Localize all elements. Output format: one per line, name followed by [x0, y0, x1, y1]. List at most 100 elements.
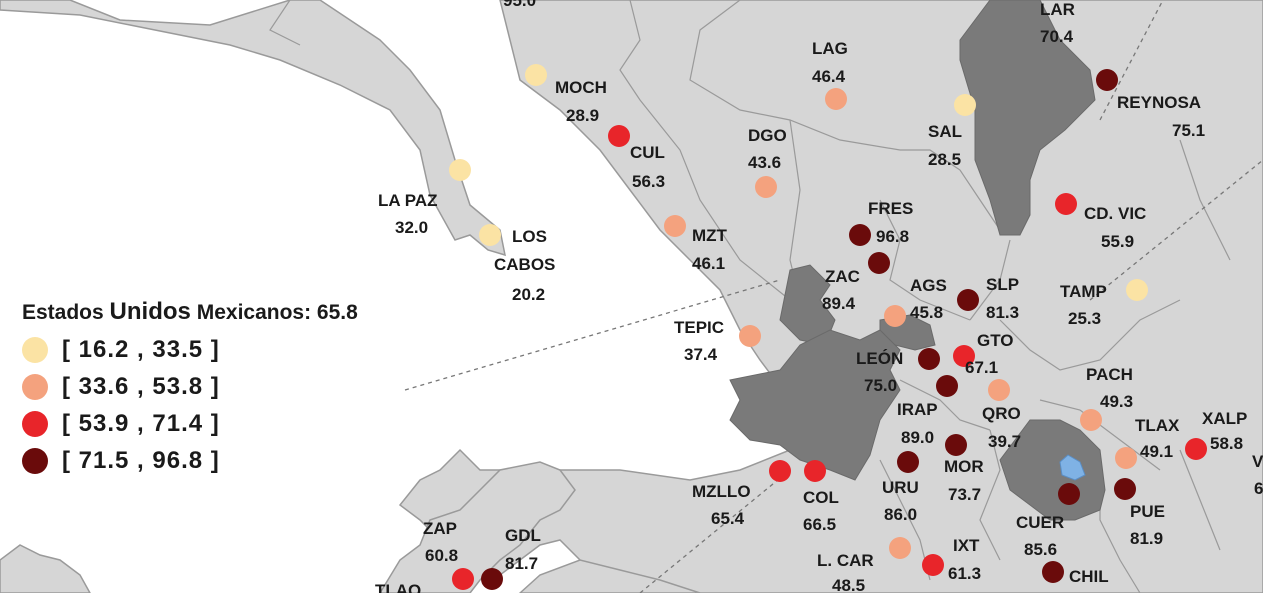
- city-name-la-paz: LA PAZ: [378, 191, 438, 210]
- legend-label: [ 53.9 , 71.4 ]: [62, 410, 220, 437]
- city-value-reynosa: 75.1: [1172, 121, 1205, 140]
- city-value-pue: 81.9: [1130, 529, 1163, 548]
- city-value-ixt: 61.3: [948, 564, 981, 583]
- city-name-l-car: L. CAR: [817, 551, 874, 570]
- city-value-pach: 49.3: [1100, 392, 1133, 411]
- city-name-ixt: IXT: [953, 536, 980, 555]
- legend-swatch-low: [22, 337, 48, 363]
- city-marker-los-cabos: [479, 224, 501, 246]
- city-marker-reynosa: [1096, 69, 1118, 91]
- city-marker-sal: [954, 94, 976, 116]
- city-name-qro: QRO: [982, 404, 1021, 423]
- city-marker-cul: [608, 125, 630, 147]
- city-name-lar: LAR: [1040, 0, 1075, 19]
- city-name-tamp: TAMP: [1060, 282, 1107, 301]
- city-marker-xalp: [1185, 438, 1207, 460]
- legend-item: [ 71.5 , 96.8 ]: [22, 445, 220, 477]
- city-value-slp: 81.3: [986, 303, 1019, 322]
- city-marker-gto: [953, 345, 975, 367]
- city-name-le-n: LEÓN: [856, 349, 903, 368]
- city-value-cd-vic: 55.9: [1101, 232, 1134, 251]
- city-value-lar: 70.4: [1040, 27, 1074, 46]
- city-marker-cd-vic: [1055, 193, 1077, 215]
- legend-title-prefix: Estados: [22, 301, 104, 324]
- jalisco-region: [729, 329, 901, 481]
- city-name-mzllo: MZLLO: [692, 482, 751, 501]
- city-name-gdl: GDL: [505, 526, 541, 545]
- city-marker-uru: [897, 451, 919, 473]
- city-value-tamp: 25.3: [1068, 309, 1101, 328]
- legend-label: [ 33.6 , 53.8 ]: [62, 373, 220, 400]
- city-value-moch: 28.9: [566, 106, 599, 125]
- city-marker-l-car: [889, 537, 911, 559]
- city-value-le-n: 75.0: [864, 376, 897, 395]
- city-marker-moch: [525, 64, 547, 86]
- city-name-cul: CUL: [630, 143, 665, 162]
- city-value-irap: 89.0: [901, 428, 934, 447]
- city-name-tlaq: TLAQ: [375, 581, 421, 593]
- zoom-connector-lines: [404, 0, 1263, 593]
- city-name-zap: ZAP: [423, 519, 457, 538]
- city-name-pue: PUE: [1130, 502, 1165, 521]
- city-value-col: 66.5: [803, 515, 836, 534]
- city-value-sal: 28.5: [928, 150, 961, 169]
- city-value-fres: 96.8: [876, 227, 909, 246]
- city-marker-irap: [936, 375, 958, 397]
- city-name-col: COL: [803, 488, 839, 507]
- baja-california-inner-border: [269, 0, 301, 46]
- city-name-moch: MOCH: [555, 78, 607, 97]
- city-marker-ixt: [922, 554, 944, 576]
- city-marker-chil: [1042, 561, 1064, 583]
- city-name-sal: SAL: [928, 122, 962, 141]
- city-markers: [449, 64, 1207, 590]
- city-marker-tepic: [739, 325, 761, 347]
- city-marker-cuer: [1058, 483, 1080, 505]
- inset-landmass: [379, 461, 576, 593]
- city-name-ags: AGS: [910, 276, 947, 295]
- city-marker-dgo: [755, 176, 777, 198]
- city-name-gto: GTO: [977, 331, 1014, 350]
- city-name-fres: FRES: [868, 199, 913, 218]
- city-value-mor: 73.7: [948, 485, 981, 504]
- city-value-dgo: 43.6: [748, 153, 781, 172]
- city-name-tlax: TLAX: [1135, 416, 1180, 435]
- inset-landmass-right: [518, 559, 701, 593]
- city-name-los-cabos: LOS CABOS: [494, 227, 555, 274]
- city-value-mzllo: 65.4: [711, 509, 745, 528]
- city-value-tepic: 37.4: [684, 345, 718, 364]
- legend-label: [ 71.5 , 96.8 ]: [62, 447, 220, 474]
- city-marker-pach: [1080, 409, 1102, 431]
- city-name-slp: SLP: [986, 275, 1019, 294]
- city-value-mzt: 46.1: [692, 254, 725, 273]
- city-marker-gdl: [481, 568, 503, 590]
- legend-title: Estados Unidos Mexicanos: 65.8: [22, 298, 358, 326]
- legend-swatch-mid-low: [22, 374, 48, 400]
- city-value-xalp: 58.8: [1210, 434, 1243, 453]
- legend-swatch-mid-high: [22, 411, 48, 437]
- city-marker-la-paz: [449, 159, 471, 181]
- city-marker-lag: [825, 88, 847, 110]
- city-value-uru: 86.0: [884, 505, 917, 524]
- city-marker-zac: [868, 252, 890, 274]
- city-value-zac: 89.4: [822, 294, 856, 313]
- city-name-cuer: CUER: [1016, 513, 1064, 532]
- city-name-reynosa: REYNOSA: [1117, 93, 1201, 112]
- city-value-l-car: 48.5: [832, 576, 865, 593]
- nuevo-leon-region: [959, 0, 1096, 236]
- city-name-mor: MOR: [944, 457, 984, 476]
- city-value-la-paz: 32.0: [395, 218, 428, 237]
- city-marker-mzt: [664, 215, 686, 237]
- baja-california-landmass: [0, 0, 506, 257]
- city-value-tlax: 49.1: [1140, 442, 1173, 461]
- city-value-lag: 46.4: [812, 67, 846, 86]
- city-value-cul: 56.3: [632, 172, 665, 191]
- partial-top-value: 95.0: [503, 0, 536, 10]
- city-marker-tlax: [1115, 447, 1137, 469]
- legend-title-suffix: Mexicanos: 65.8: [196, 301, 358, 324]
- city-name-cd-vic: CD. VIC: [1084, 204, 1146, 223]
- partial-right-letter: V: [1252, 452, 1263, 471]
- city-name-tepic: TEPIC: [674, 318, 724, 337]
- legend-item: [ 16.2 , 33.5 ]: [22, 334, 220, 366]
- city-name-chil: CHIL: [1069, 567, 1109, 586]
